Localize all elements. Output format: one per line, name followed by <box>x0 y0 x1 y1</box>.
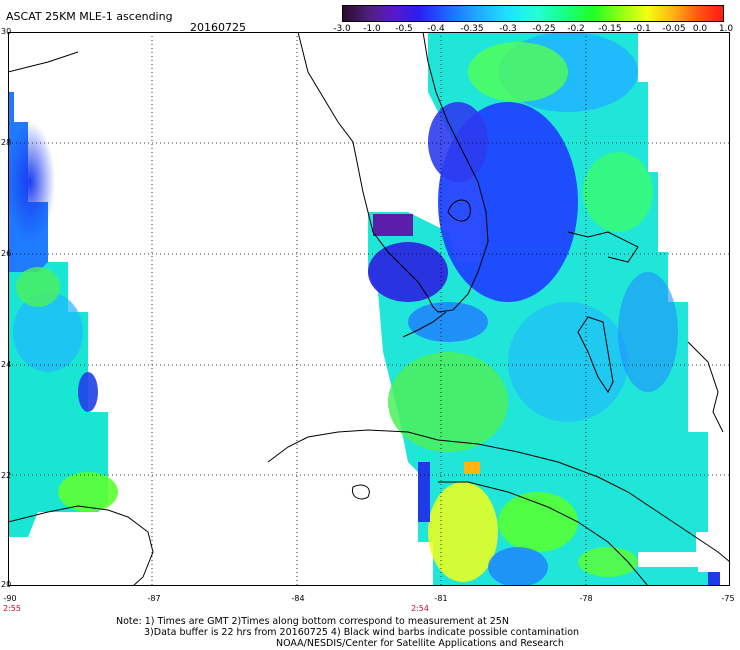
colorbar-tick: -0.1 <box>633 24 651 34</box>
swath-south <box>418 462 720 586</box>
map-date: 20160725 <box>190 21 246 34</box>
cuba-south-coast <box>438 481 649 586</box>
colorbar-tick: -0.05 <box>662 24 686 34</box>
lat-label: 30 <box>1 27 12 36</box>
map-svg <box>8 32 730 586</box>
lat-label: 24 <box>1 360 12 369</box>
gulf-coast-west <box>8 51 79 73</box>
isle-of-youth <box>351 484 370 500</box>
colorbar-tick: -3.0 <box>333 24 351 34</box>
lat-label: 28 <box>1 138 12 147</box>
time-label: 2:54 <box>411 604 429 613</box>
map-panel <box>8 32 730 586</box>
lon-label: -81 <box>434 594 448 603</box>
map-title: ASCAT 25KM MLE-1 ascending <box>6 10 173 23</box>
lat-label: 22 <box>1 471 12 480</box>
florida-keys <box>402 311 447 338</box>
footer-credit: NOAA/NESDIS/Center for Satellite Applica… <box>276 638 564 649</box>
bahamas-north <box>567 231 639 263</box>
colorbar-tick: -0.15 <box>598 24 622 34</box>
bahamas-andros <box>577 316 614 393</box>
footer-note-1: Note: 1) Times are GMT 2)Times along bot… <box>116 616 509 627</box>
colorbar-tick: -1.0 <box>363 24 381 34</box>
colorbar-tick: -0.4 <box>427 24 445 34</box>
colorbar-tick: -0.3 <box>499 24 517 34</box>
footer-note-2: 3)Data buffer is 22 hrs from 20160725 4)… <box>144 627 580 638</box>
colorbar-tick: -0.25 <box>532 24 556 34</box>
lat-label: 26 <box>1 249 12 258</box>
swath-west <box>8 92 118 537</box>
lake-okeechobee <box>447 199 471 222</box>
lon-label: -75 <box>721 594 735 603</box>
colorbar-tick: -0.35 <box>460 24 484 34</box>
coastlines <box>8 32 730 586</box>
lon-label: -90 <box>3 594 17 603</box>
swath-east <box>368 32 708 552</box>
bahamas-east <box>687 341 724 433</box>
yucatan-coast <box>8 505 154 586</box>
colorbar-tick: 0.0 <box>692 24 708 34</box>
colorbar <box>342 5 724 22</box>
colorbar-tick: -0.2 <box>567 24 585 34</box>
lon-label: -78 <box>579 594 593 603</box>
map-frame <box>8 32 730 586</box>
lon-label: -87 <box>147 594 161 603</box>
colorbar-tick: -0.5 <box>395 24 413 34</box>
cuba-coast <box>267 429 730 563</box>
lat-lon-grid <box>8 32 730 586</box>
lon-label: -84 <box>291 594 305 603</box>
time-label: 2:55 <box>3 604 21 613</box>
colorbar-tick: 1.0 <box>718 24 734 34</box>
florida-coast <box>297 32 489 313</box>
lat-label: 20 <box>1 580 12 589</box>
